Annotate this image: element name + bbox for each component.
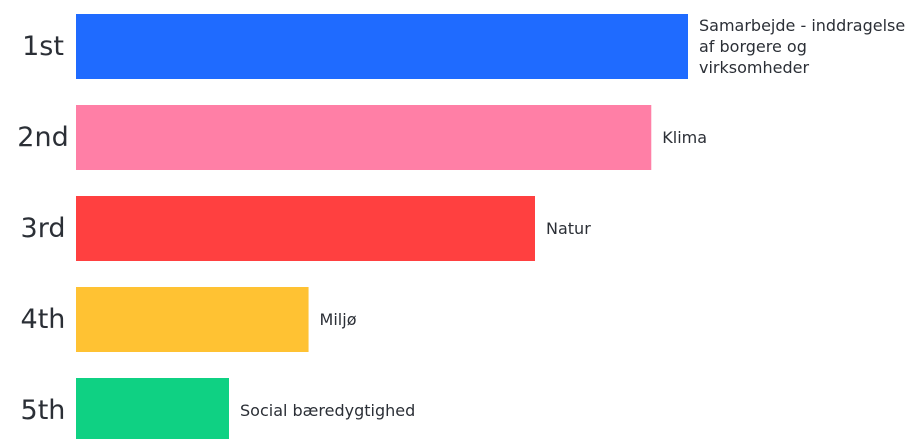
category-label: Social bæredygtighed bbox=[240, 401, 415, 420]
bar bbox=[76, 196, 535, 261]
category-label-line: Klima bbox=[662, 128, 707, 147]
bar bbox=[76, 287, 309, 352]
rank-label: 5th bbox=[21, 395, 66, 426]
category-label: Natur bbox=[546, 219, 591, 238]
rank-label: 2nd bbox=[17, 122, 68, 153]
category-label: Miljø bbox=[320, 310, 357, 329]
rank-label: 4th bbox=[21, 304, 66, 335]
category-label-line: Social bæredygtighed bbox=[240, 401, 415, 420]
bar bbox=[76, 378, 229, 439]
category-label-line: virksomheder bbox=[699, 58, 809, 77]
rank-label: 1st bbox=[22, 31, 64, 62]
category-label-line: af borgere og bbox=[699, 37, 807, 56]
bar bbox=[76, 14, 688, 79]
category-label: Klima bbox=[662, 128, 707, 147]
category-label-line: Samarbejde - inddragelse bbox=[699, 16, 905, 35]
category-label: Samarbejde - inddragelse af borgere og vir… bbox=[699, 16, 905, 77]
bar bbox=[76, 105, 652, 170]
category-label-line: Miljø bbox=[320, 310, 357, 329]
category-label-line: Natur bbox=[546, 219, 591, 238]
rank-label: 3rd bbox=[21, 213, 66, 244]
